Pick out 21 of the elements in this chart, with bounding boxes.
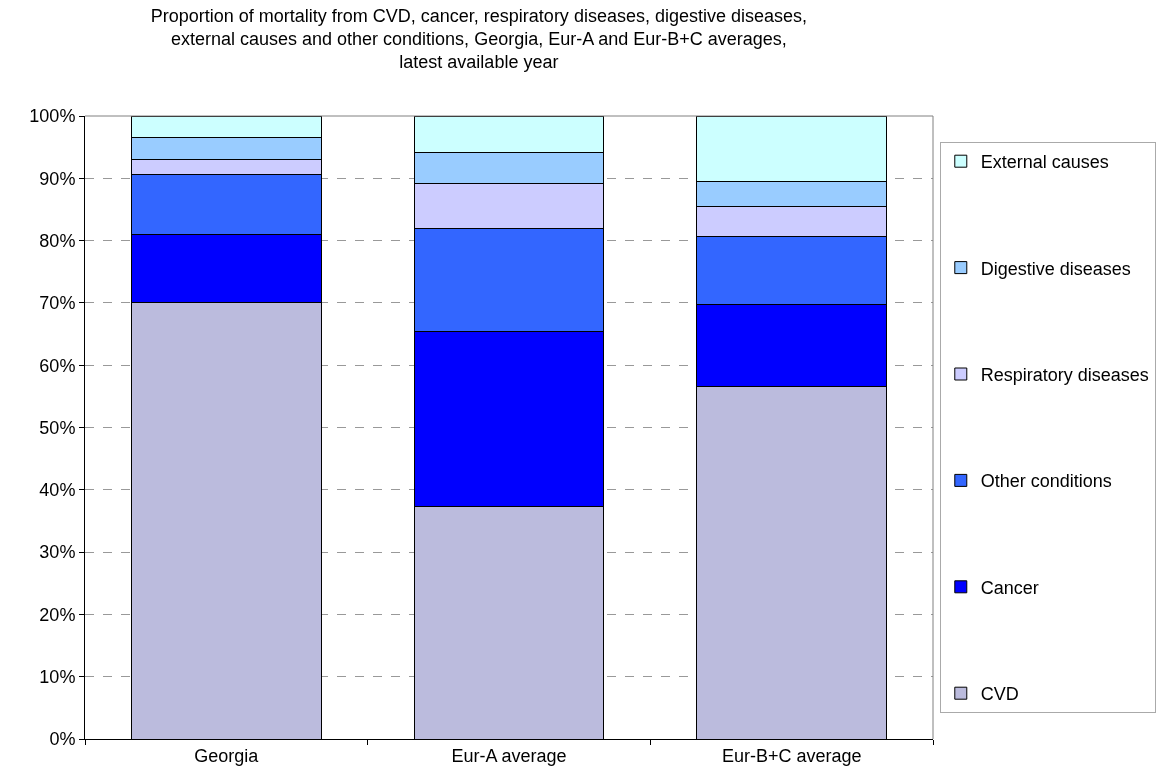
y-tick-label: 50%	[39, 417, 76, 438]
y-tick-label: 90%	[39, 168, 76, 189]
y-tick-label: 40%	[39, 480, 76, 501]
y-tick-label: 30%	[39, 542, 76, 563]
y-tick-label: 60%	[39, 355, 76, 376]
y-tick-label: 100%	[29, 106, 76, 127]
x-tick-label: Eur-A average	[451, 745, 567, 766]
legend-label: CVD	[980, 684, 1019, 705]
legend-label: External causes	[980, 152, 1109, 173]
legend-label: Other conditions	[980, 471, 1112, 492]
legend-label: Digestive diseases	[980, 258, 1131, 279]
y-tick-label: 0%	[49, 729, 76, 750]
chart-title: Proportion of mortality from CVD, cancer, respiratory diseases, digestive diseases, external causes and other conditions, Georgia, Eur-A and Eur-B+C averages, latest available year	[150, 5, 808, 73]
legend-label: Cancer	[980, 577, 1039, 598]
y-tick-label: 20%	[39, 604, 76, 625]
y-tick-label: 80%	[39, 230, 76, 251]
y-tick-label: 10%	[39, 667, 76, 687]
x-tick-label: Georgia	[194, 745, 260, 766]
legend-label: Respiratory diseases	[980, 365, 1149, 386]
x-tick-label: Eur-B+C average	[721, 745, 862, 766]
y-tick-label: 70%	[39, 293, 76, 314]
